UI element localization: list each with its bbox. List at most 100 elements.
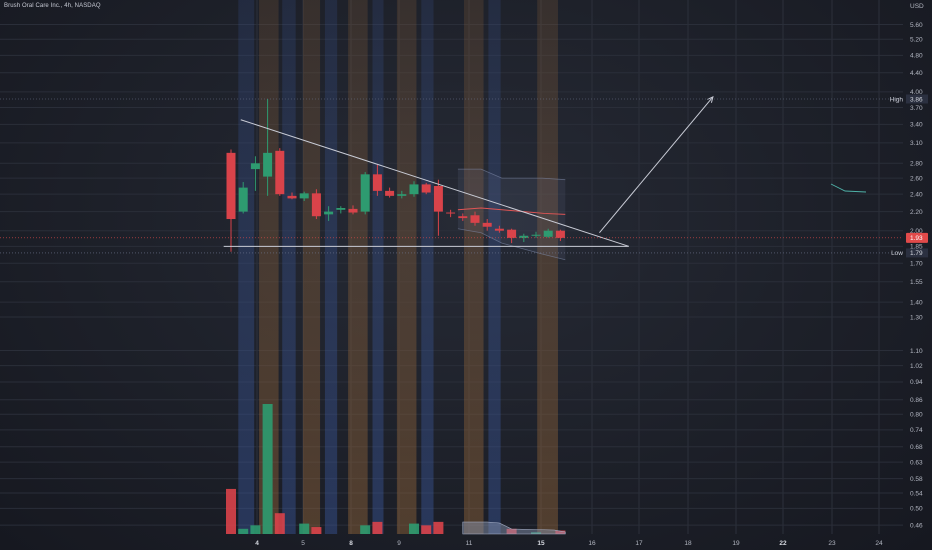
session-band (348, 0, 368, 534)
price-tick-label: 1.85 (910, 244, 923, 251)
marker-tag (906, 94, 928, 104)
candle-body (287, 195, 297, 199)
time-tick-label: 8 (349, 540, 353, 547)
candle (263, 98, 273, 196)
candle (275, 148, 285, 196)
session-band (488, 0, 501, 534)
candle-body (433, 186, 443, 212)
volume-bar (360, 525, 371, 534)
volume-bar (311, 527, 322, 534)
volume-bar (421, 525, 432, 534)
candle-body (226, 152, 236, 220)
volume-bars (226, 404, 566, 535)
indicator-channel-fill (457, 169, 566, 260)
price-tick-label: 0.80 (910, 412, 923, 419)
candle-body (324, 211, 334, 215)
candle-body (458, 216, 468, 219)
price-tick-label: 1.30 (910, 314, 923, 321)
price-tick-label: 2.00 (910, 228, 923, 235)
time-tick-label: 22 (779, 540, 787, 547)
candle-body (299, 193, 309, 199)
candle (324, 206, 334, 221)
candle (507, 228, 517, 244)
time-tick-label: 15 (537, 540, 545, 547)
price-tick-label: 0.58 (910, 476, 923, 483)
price-tick-label: 4.00 (910, 89, 923, 96)
volume-area (462, 521, 566, 535)
price-tick-label: 0.94 (910, 379, 923, 386)
price-tick-label: 0.54 (910, 490, 923, 497)
candle-body (519, 235, 529, 238)
volume-bar (372, 521, 383, 534)
candle (482, 219, 492, 231)
candle-body (482, 222, 492, 227)
session-band (282, 0, 296, 534)
session-band (302, 0, 321, 534)
currency-label: USD (910, 3, 924, 10)
time-tick-label: 5 (301, 540, 305, 547)
candle (385, 187, 395, 198)
time-axis[interactable]: 4 5 8 9 11 15 16 17 18 19 22 23 24 (255, 540, 883, 547)
candle-body (470, 215, 480, 223)
candle-body (348, 208, 358, 213)
price-tick-label: 2.20 (910, 209, 923, 216)
candle (360, 172, 370, 215)
price-tick-label: 0.74 (910, 427, 923, 434)
price-tick-label: 5.20 (910, 37, 923, 44)
candle (421, 182, 431, 195)
marker-low-value: 1.79 (910, 250, 923, 257)
indicator-moving-average (457, 207, 566, 215)
grid (0, 0, 903, 534)
session-band (372, 0, 384, 534)
time-tick-label: 16 (588, 540, 596, 547)
marker-high-value: 3.86 (910, 96, 923, 103)
price-tick-label: 1.55 (910, 279, 923, 286)
candle-body (421, 184, 431, 193)
session-bands (238, 0, 558, 534)
candle (519, 233, 529, 243)
time-tick-label: 9 (397, 540, 401, 547)
candle-body (494, 228, 504, 231)
candle-body (446, 212, 456, 214)
candle-body (311, 193, 321, 217)
price-tick-label: 1.02 (910, 363, 923, 370)
candle (446, 209, 456, 218)
exchange-label: NASDAQ (74, 3, 101, 9)
indicator-stub (830, 183, 867, 193)
candle (494, 225, 504, 233)
candle (250, 156, 260, 191)
candle (226, 149, 236, 252)
price-tick-label: 2.40 (910, 191, 923, 198)
time-tick-label: 23 (828, 540, 836, 547)
session-band (396, 0, 417, 534)
session-band (421, 0, 434, 534)
candle-body (507, 229, 517, 238)
volume-bar (226, 488, 236, 534)
price-tick-label: 1.70 (910, 261, 923, 268)
candle (287, 192, 297, 200)
candle (409, 181, 419, 197)
price-tick-label: 3.40 (910, 122, 923, 129)
price-tick-label: 4.80 (910, 53, 923, 60)
candle-body (397, 194, 407, 196)
volume-bar (274, 513, 285, 534)
price-tick-label: 3.10 (910, 140, 923, 147)
price-tick-label: 0.50 (910, 506, 923, 513)
candle-body (336, 207, 346, 210)
candle-body (531, 234, 541, 236)
candle-body (250, 163, 260, 170)
candle-body (543, 230, 553, 237)
price-tick-label: 1.40 (910, 299, 923, 306)
candle (299, 191, 309, 201)
candle-body (409, 184, 419, 195)
candle-body (385, 190, 395, 196)
candle (470, 211, 480, 226)
candle-body (238, 187, 248, 212)
price-tick-label: 0.86 (910, 397, 923, 404)
price-axis[interactable]: 5.60 5.20 4.80 4.40 4.00 3.70 3.40 3.10 2.80 2.60… (0, 3, 928, 529)
time-tick-label: 18 (684, 540, 692, 547)
candle-body (263, 152, 273, 177)
volume-bar (433, 521, 444, 534)
